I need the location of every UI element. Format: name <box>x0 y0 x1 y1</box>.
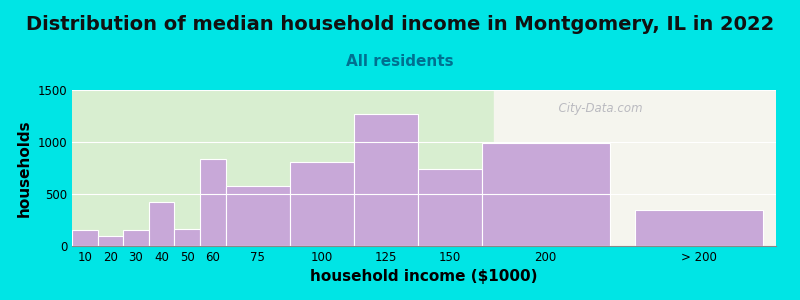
Bar <box>226 186 290 246</box>
Bar <box>494 90 597 246</box>
Bar <box>635 210 763 246</box>
Text: All residents: All residents <box>346 54 454 69</box>
Bar <box>149 202 174 246</box>
Bar <box>290 162 354 246</box>
Bar <box>354 114 418 246</box>
Bar <box>72 90 494 246</box>
Text: Distribution of median household income in Montgomery, IL in 2022: Distribution of median household income … <box>26 15 774 34</box>
Bar <box>482 143 610 246</box>
Bar <box>174 230 200 246</box>
Bar <box>98 236 123 246</box>
Bar <box>72 230 98 246</box>
X-axis label: household income ($1000): household income ($1000) <box>310 269 538 284</box>
Bar <box>418 169 482 246</box>
Bar <box>597 90 776 246</box>
Bar <box>123 230 149 246</box>
Y-axis label: households: households <box>17 119 32 217</box>
Bar <box>200 159 226 246</box>
Text: City-Data.com: City-Data.com <box>550 102 642 115</box>
